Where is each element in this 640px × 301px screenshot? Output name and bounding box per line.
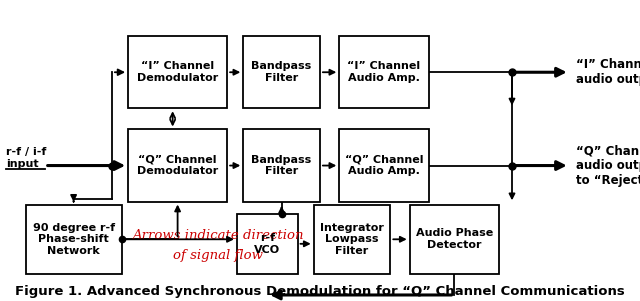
- FancyBboxPatch shape: [243, 129, 320, 202]
- Text: Integrator
Lowpass
Filter: Integrator Lowpass Filter: [320, 223, 384, 256]
- Text: “I” Channel
Audio Amp.: “I” Channel Audio Amp.: [348, 61, 420, 83]
- FancyBboxPatch shape: [243, 36, 320, 108]
- FancyBboxPatch shape: [237, 214, 298, 274]
- FancyBboxPatch shape: [339, 36, 429, 108]
- Text: of signal flow: of signal flow: [173, 249, 262, 262]
- FancyBboxPatch shape: [339, 129, 429, 202]
- Text: Audio Phase
Detector: Audio Phase Detector: [416, 228, 493, 250]
- FancyBboxPatch shape: [314, 205, 390, 274]
- Text: Figure 1. Advanced Synchronous Demodulation for “Q” Channel Communications: Figure 1. Advanced Synchronous Demodulat…: [15, 285, 625, 298]
- Text: r-f / i-f
input: r-f / i-f input: [6, 147, 47, 169]
- Text: r-f
VCO: r-f VCO: [254, 233, 280, 255]
- Text: Bandpass
Filter: Bandpass Filter: [252, 61, 312, 83]
- FancyBboxPatch shape: [410, 205, 499, 274]
- FancyBboxPatch shape: [128, 129, 227, 202]
- Text: 90 degree r-f
Phase-shift
Network: 90 degree r-f Phase-shift Network: [33, 223, 115, 256]
- Text: “Q” Channel
Demodulator: “Q” Channel Demodulator: [137, 155, 218, 176]
- Text: Bandpass
Filter: Bandpass Filter: [252, 155, 312, 176]
- Text: “I” Channel
Demodulator: “I” Channel Demodulator: [137, 61, 218, 83]
- Text: Arrows indicate direction: Arrows indicate direction: [132, 229, 303, 242]
- Text: “I” Channel
audio output: “I” Channel audio output: [576, 58, 640, 86]
- Text: “Q” Channel
audio output
to “Reject AM”: “Q” Channel audio output to “Reject AM”: [576, 144, 640, 187]
- FancyBboxPatch shape: [26, 205, 122, 274]
- Text: “Q” Channel
Audio Amp.: “Q” Channel Audio Amp.: [345, 155, 423, 176]
- FancyBboxPatch shape: [128, 36, 227, 108]
